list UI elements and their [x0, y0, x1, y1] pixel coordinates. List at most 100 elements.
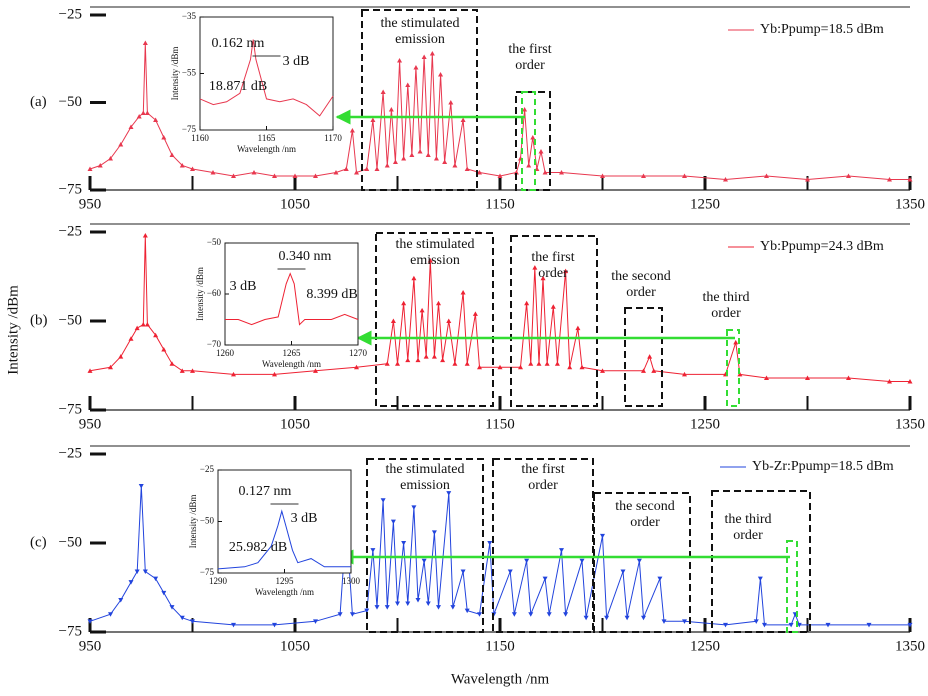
y-tick-label: −75 [59, 181, 82, 197]
marker [477, 364, 482, 370]
marker [272, 622, 277, 628]
x-tick-label: 1160 [191, 133, 209, 143]
marker [600, 368, 605, 373]
marker [554, 361, 560, 366]
marker [538, 149, 544, 154]
panel-label: (b) [30, 312, 48, 328]
marker [128, 124, 134, 129]
marker [446, 318, 452, 323]
marker [179, 163, 185, 168]
marker [210, 170, 216, 175]
annotation: the stimulated [396, 237, 475, 252]
marker [421, 54, 427, 59]
marker [87, 368, 93, 373]
marker [723, 622, 728, 628]
marker [464, 361, 470, 366]
inset-y-label: Intensity /dBm [188, 495, 198, 549]
x-axis-label: Wavelength /nm [451, 671, 550, 687]
marker [682, 619, 687, 624]
marker [764, 375, 769, 380]
marker [526, 163, 532, 168]
marker [907, 177, 913, 182]
marker [532, 265, 538, 270]
marker [421, 558, 427, 564]
y-tick-label: −75 [182, 124, 197, 134]
panel-label: (a) [30, 94, 47, 110]
marker [169, 605, 175, 610]
y-tick-label: −50 [207, 237, 222, 247]
x-tick-label: 1290 [209, 576, 228, 586]
marker [388, 107, 394, 112]
marker [497, 364, 503, 370]
inset-background [199, 16, 334, 131]
marker [405, 82, 411, 87]
marker [231, 173, 236, 178]
annotation-box [593, 492, 691, 633]
marker [427, 257, 433, 263]
marker [511, 612, 517, 617]
marker [292, 173, 298, 178]
marker [380, 498, 386, 503]
x-tick-label: 1250 [690, 638, 720, 654]
highlight-box [521, 91, 536, 191]
y-axis-label: Intensity /dBm [5, 285, 21, 375]
marker [442, 159, 448, 164]
marker [497, 173, 503, 178]
marker [134, 325, 140, 331]
annotation: the first [531, 250, 574, 265]
marker [397, 58, 403, 63]
marker [446, 491, 452, 496]
y-tick-label: −50 [200, 516, 215, 526]
marker [343, 166, 349, 171]
annotation-box [361, 9, 478, 191]
annotation: order [538, 266, 568, 281]
y-tick-label: −55 [182, 68, 197, 78]
annotation: order [733, 528, 763, 543]
marker [401, 541, 407, 546]
marker [460, 569, 466, 574]
marker [370, 548, 376, 553]
marker [761, 622, 767, 628]
marker [144, 322, 150, 327]
y-tick-label: −50 [59, 312, 82, 328]
legend-label: Yb-Zr:Ppump=18.5 dBm [752, 459, 894, 474]
marker [409, 152, 415, 157]
annotation: the first [508, 42, 551, 57]
marker [788, 622, 794, 628]
annotation-box [375, 232, 494, 407]
marker [522, 107, 528, 112]
annotation: emission [400, 478, 450, 493]
marker [661, 619, 667, 624]
marker [190, 368, 195, 373]
inset-annotation: 3 dB [283, 54, 310, 69]
marker [138, 484, 144, 489]
x-tick-label: 1150 [485, 416, 514, 432]
inset-annotation: 25.982 dB [229, 540, 287, 555]
marker [425, 601, 431, 607]
marker [887, 379, 892, 384]
annotation-box [492, 458, 594, 633]
annotation: order [515, 58, 545, 73]
marker [907, 622, 913, 628]
marker [540, 275, 546, 281]
marker [604, 615, 610, 621]
marker [153, 332, 159, 338]
marker [805, 375, 810, 380]
marker [251, 170, 257, 175]
annotation-box [711, 490, 811, 633]
marker [134, 569, 140, 574]
y-tick-label: −50 [59, 94, 82, 110]
annotation-box [624, 307, 663, 407]
x-tick-label: 950 [79, 638, 102, 654]
marker [524, 558, 530, 564]
marker [364, 166, 370, 171]
annotation: the stimulated [381, 16, 460, 31]
marker [313, 619, 318, 624]
marker [472, 311, 478, 316]
x-tick-label: 1050 [280, 416, 310, 432]
marker [392, 159, 398, 164]
marker [477, 170, 482, 175]
marker [405, 601, 411, 607]
marker [796, 622, 802, 628]
annotation: order [626, 285, 656, 300]
